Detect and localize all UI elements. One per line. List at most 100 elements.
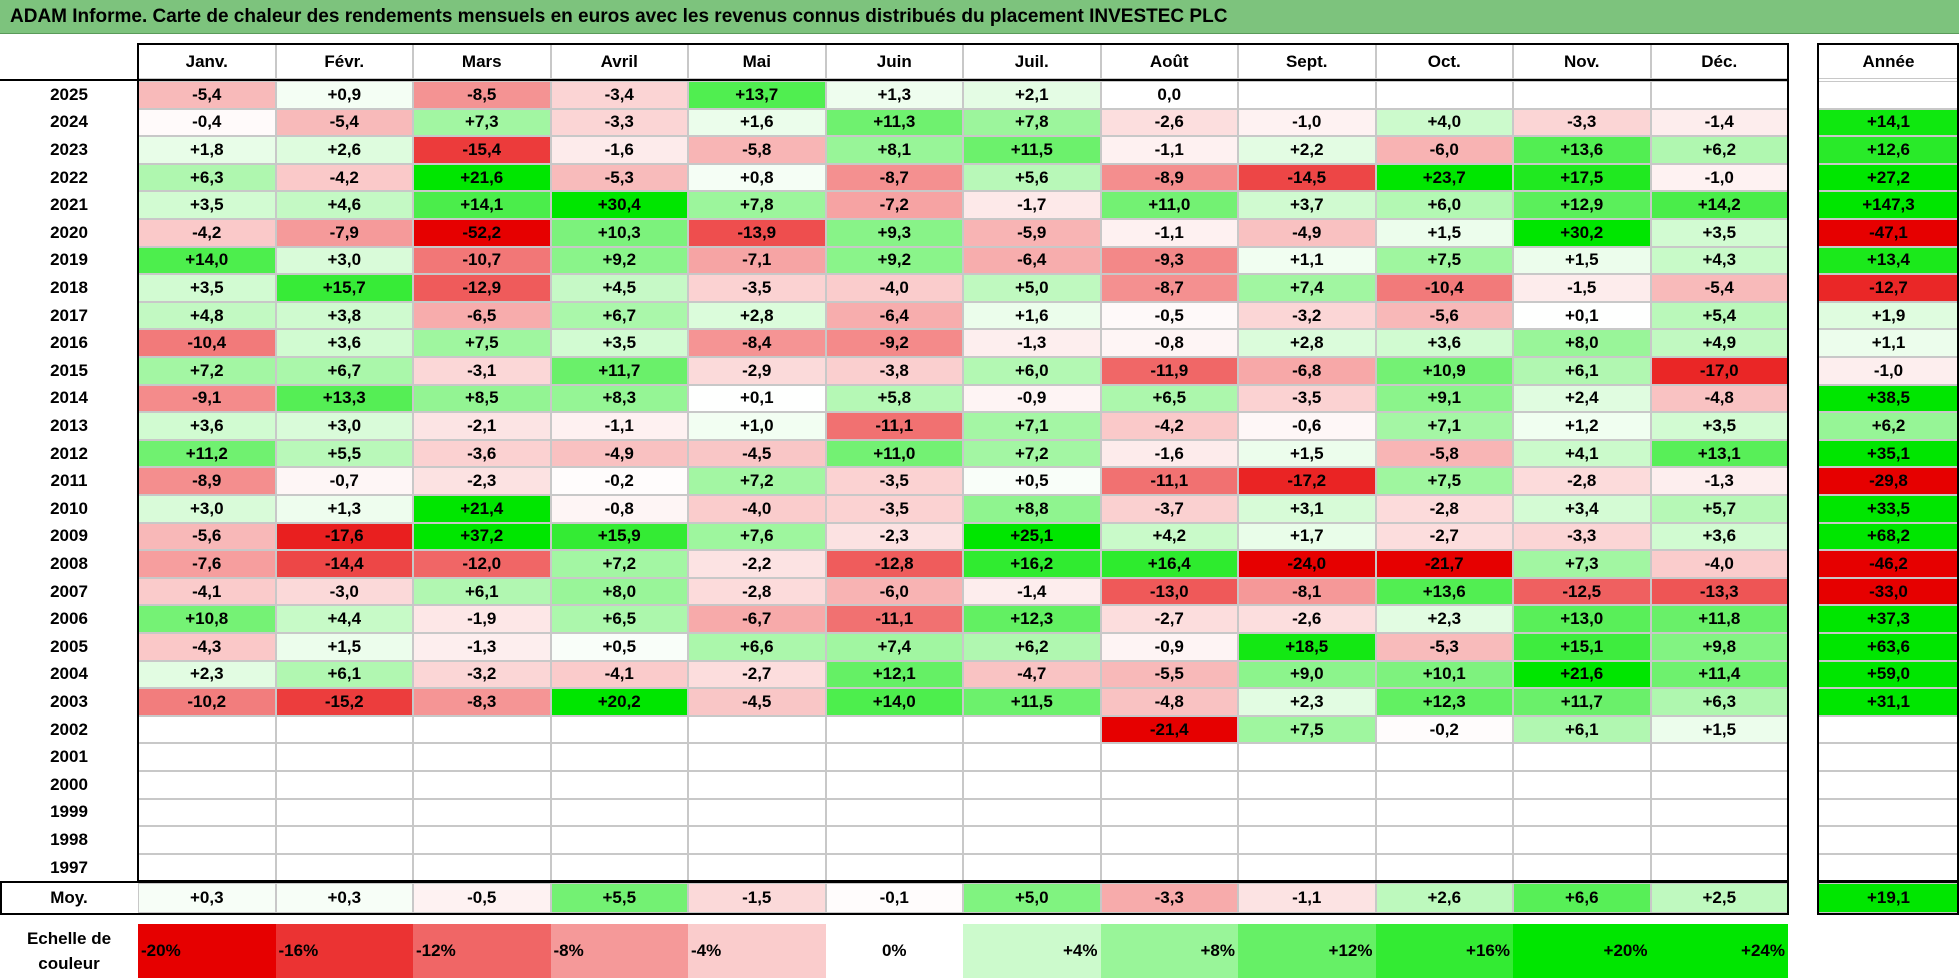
month-header: Déc. bbox=[1650, 44, 1788, 79]
heatmap-cell: -3,6 bbox=[413, 439, 551, 468]
heatmap-cell: +12,3 bbox=[963, 605, 1101, 633]
heatmap-cell: -21,4 bbox=[1100, 715, 1238, 744]
heatmap-cell: -1,4 bbox=[1650, 108, 1788, 137]
heatmap-cell: -21,7 bbox=[1375, 550, 1513, 578]
heatmap-cell: -9,2 bbox=[825, 329, 963, 357]
heatmap-cell: +1,5 bbox=[1513, 246, 1651, 275]
heatmap-cell: +9,3 bbox=[825, 219, 963, 247]
year-label: 2012 bbox=[50, 443, 88, 463]
heatmap-cell bbox=[275, 826, 413, 854]
heatmap-cell: +7,8 bbox=[963, 108, 1101, 137]
heatmap-cell: -5,3 bbox=[550, 163, 688, 192]
heatmap-cell: +14,2 bbox=[1650, 191, 1788, 219]
heatmap-cell: -1,1 bbox=[1100, 136, 1238, 164]
heatmap-cell: +6,0 bbox=[1375, 191, 1513, 219]
average-cell: +5,0 bbox=[963, 883, 1101, 913]
heatmap-cell bbox=[1375, 771, 1513, 799]
heatmap-cell: -2,7 bbox=[1375, 522, 1513, 551]
heatmap-cell: -0,2 bbox=[550, 467, 688, 495]
heatmap-cell: -10,2 bbox=[138, 688, 276, 716]
average-cell: -0,5 bbox=[413, 883, 551, 913]
heatmap-cell: +1,0 bbox=[688, 412, 826, 440]
heatmap-cell bbox=[963, 798, 1101, 827]
heatmap-cell: +6,6 bbox=[688, 633, 826, 661]
month-header: Janv. bbox=[138, 44, 276, 79]
heatmap-cell: -4,5 bbox=[688, 688, 826, 716]
heatmap-cell: -4,1 bbox=[550, 660, 688, 689]
heatmap-cell: +1,8 bbox=[138, 136, 276, 164]
heatmap-cell: +6,7 bbox=[550, 301, 688, 330]
heatmap-cell: +4,4 bbox=[275, 605, 413, 633]
heatmap-cell: +0,9 bbox=[275, 81, 413, 109]
annual-cell bbox=[1818, 826, 1959, 854]
heatmap-cell: -2,8 bbox=[1375, 495, 1513, 523]
heatmap-cell: +8,8 bbox=[963, 495, 1101, 523]
heatmap-cell bbox=[413, 771, 551, 799]
heatmap-cell bbox=[1238, 826, 1376, 854]
heatmap-cell: +9,2 bbox=[550, 246, 688, 275]
heatmap-cell bbox=[963, 853, 1101, 882]
heatmap-cell bbox=[138, 715, 276, 744]
heatmap-cell: -1,6 bbox=[1100, 439, 1238, 468]
heatmap-cell: +7,4 bbox=[825, 633, 963, 661]
heatmap-cell: -4,7 bbox=[963, 660, 1101, 689]
heatmap-cell: -7,9 bbox=[275, 219, 413, 247]
heatmap-cell: -5,5 bbox=[1100, 660, 1238, 689]
heatmap-cell: +3,0 bbox=[138, 495, 276, 523]
heatmap-cell: +1,3 bbox=[275, 495, 413, 523]
heatmap-cell bbox=[138, 771, 276, 799]
month-header: Oct. bbox=[1375, 44, 1513, 79]
heatmap-cell: -5,3 bbox=[1375, 633, 1513, 661]
average-cell: -3,3 bbox=[1100, 883, 1238, 913]
annual-cell: -47,1 bbox=[1818, 219, 1959, 247]
annual-cell bbox=[1818, 853, 1959, 882]
heatmap-cell: +11,0 bbox=[1100, 191, 1238, 219]
heatmap-cell: -8,4 bbox=[688, 329, 826, 357]
heatmap-cell: +21,6 bbox=[413, 163, 551, 192]
heatmap-cell: +5,4 bbox=[1650, 301, 1788, 330]
heatmap-cell: +3,5 bbox=[1650, 219, 1788, 247]
heatmap-cell: -9,3 bbox=[1100, 246, 1238, 275]
heatmap-cell: -12,9 bbox=[413, 274, 551, 302]
annual-cell: +33,5 bbox=[1818, 495, 1959, 523]
heatmap-cell: -1,0 bbox=[1650, 163, 1788, 192]
heatmap-cell: +2,2 bbox=[1238, 136, 1376, 164]
heatmap-cell bbox=[550, 798, 688, 827]
heatmap-cell: +8,3 bbox=[550, 384, 688, 413]
chart-title: ADAM Informe. Carte de chaleur des rende… bbox=[0, 0, 1959, 34]
heatmap-cell bbox=[1513, 81, 1651, 109]
heatmap-cell: +6,1 bbox=[413, 577, 551, 606]
heatmap-cell bbox=[963, 715, 1101, 744]
heatmap-cell bbox=[138, 826, 276, 854]
heatmap-cell: +9,1 bbox=[1375, 384, 1513, 413]
heatmap-cell: +4,1 bbox=[1513, 439, 1651, 468]
heatmap-cell bbox=[688, 798, 826, 827]
year-label: 2006 bbox=[50, 609, 88, 629]
heatmap-cell: -3,5 bbox=[1238, 384, 1376, 413]
heatmap-cell: +10,9 bbox=[1375, 357, 1513, 385]
heatmap-cell: -0,7 bbox=[275, 467, 413, 495]
year-label: 2002 bbox=[50, 719, 88, 739]
heatmap-cell: -0,4 bbox=[138, 108, 276, 137]
heatmap-cell: +11,0 bbox=[825, 439, 963, 468]
heatmap-cell bbox=[1238, 81, 1376, 109]
heatmap-cell: +1,6 bbox=[688, 108, 826, 137]
heatmap-cell bbox=[1238, 743, 1376, 771]
average-cell: +6,6 bbox=[1513, 883, 1651, 913]
heatmap-cell: -2,6 bbox=[1238, 605, 1376, 633]
heatmap-cell: +2,4 bbox=[1513, 384, 1651, 413]
color-scale-swatch: -16% bbox=[275, 924, 413, 978]
year-label: 2004 bbox=[50, 664, 88, 684]
heatmap-cell: -2,8 bbox=[688, 577, 826, 606]
heatmap-cell: +9,2 bbox=[825, 246, 963, 275]
heatmap-cell bbox=[1100, 771, 1238, 799]
heatmap-cell: +2,3 bbox=[1238, 688, 1376, 716]
heatmap-cell bbox=[688, 853, 826, 882]
heatmap-cell: -3,3 bbox=[550, 108, 688, 137]
heatmap-cell: +1,5 bbox=[1238, 439, 1376, 468]
month-header: Mai bbox=[688, 44, 826, 79]
heatmap-cell: -6,0 bbox=[825, 577, 963, 606]
heatmap-cell: +3,5 bbox=[550, 329, 688, 357]
heatmap-cell: -4,8 bbox=[1100, 688, 1238, 716]
heatmap-cell bbox=[688, 826, 826, 854]
